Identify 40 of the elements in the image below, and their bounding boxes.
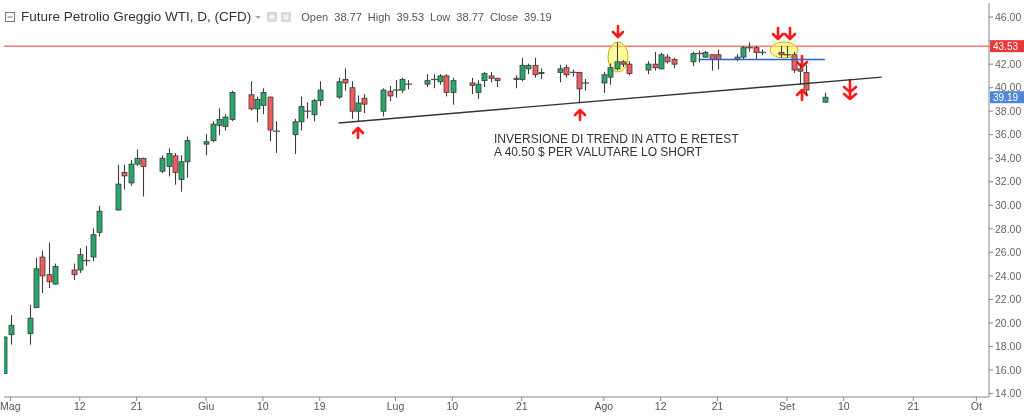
y-tick-label: 14.00 [995,387,1022,400]
y-tick-label: 16.00 [995,363,1022,376]
text: Future Petrolio Greggio WTI, D, (CFD) [21,9,252,24]
candlestick [8,315,15,345]
x-tick-label: Giu [197,400,215,413]
y-tick-label: 40.00 [995,81,1022,94]
y-tick-label: 36.00 [995,128,1022,141]
x-tick-label: 10 [257,400,269,413]
annotation: 39.19 [993,91,1019,103]
y-tick-label: 20.00 [995,316,1022,329]
x-tick-label: Mag [0,400,21,413]
x-tick-label: Ot [970,400,982,413]
ref-line-label: 43.53 [993,40,1019,52]
annotation: INVERSIONE DI TREND IN ATTO E RETEST A 40.50 $ PER VALUTARE LO SHORT [494,132,739,159]
x-tick-label: 19 [313,400,326,413]
y-tick-label: 30.00 [995,199,1022,212]
x-tick-label: 10 [837,400,850,413]
x-tick-label: Set [779,400,795,413]
y-tick-label: 38.00 [995,104,1022,117]
x-tick-label: 12 [73,400,86,413]
y-tick-label: 26.00 [995,246,1022,259]
y-tick-label: 22.00 [995,293,1022,306]
x-tick-label: 12 [654,400,667,413]
y-tick-label: 24.00 [995,269,1022,282]
x-tick-label: Lug [386,400,405,413]
y-tick-label: 46.00 [995,10,1022,23]
y-tick-label: 28.00 [995,222,1022,235]
y-tick-label: 32.00 [995,175,1022,188]
x-tick-label: 10 [446,400,459,413]
candlestick [27,304,34,345]
text: Open 38.77 High 39.53 Low 38.77 Close 39.19 [301,11,552,23]
x-tick-label: 21 [907,400,920,413]
y-tick-label: 18.00 [995,340,1022,353]
candlestick [203,134,210,156]
x-tick-label: Ago [594,400,614,413]
x-tick-label: 21 [515,400,528,413]
x-tick-label: 21 [711,400,724,413]
y-tick-label: 42.00 [995,57,1022,70]
x-tick-label: 21 [130,400,143,413]
y-tick-label: 34.00 [995,151,1022,164]
